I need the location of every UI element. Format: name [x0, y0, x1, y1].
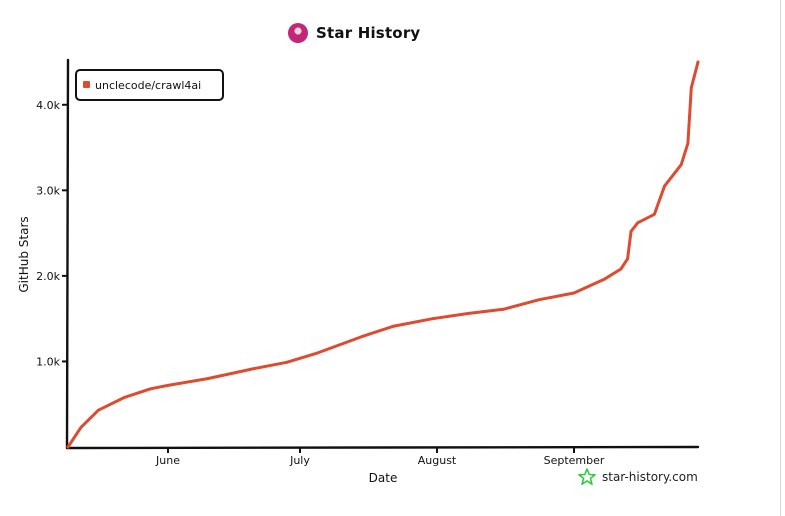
- author-avatar: [288, 23, 308, 43]
- chart-header: Star History: [288, 20, 420, 46]
- chart-legend[interactable]: unclecode/crawl4ai: [75, 69, 224, 101]
- x-tick-label: August: [418, 454, 457, 467]
- x-tick-label: June: [155, 454, 180, 467]
- series-point: [696, 60, 700, 64]
- chart-title: Star History: [316, 24, 421, 42]
- x-axis-ticks: June July August September: [155, 447, 605, 467]
- series-point: [679, 163, 683, 167]
- series-point: [663, 184, 666, 188]
- series-point: [619, 267, 623, 271]
- series-point: [466, 312, 470, 315]
- series-point: [149, 387, 153, 391]
- y-axis-label: GitHub Stars: [17, 216, 31, 292]
- series-line: [66, 60, 700, 449]
- brand-link[interactable]: star-history.com: [578, 468, 698, 486]
- series-point: [166, 384, 170, 387]
- y-tick-label: 2.0k: [36, 270, 60, 283]
- legend-label: unclecode/crawl4ai: [95, 79, 201, 92]
- series-point: [653, 212, 656, 216]
- series-point: [123, 396, 126, 399]
- series-point: [431, 317, 434, 321]
- series-point: [602, 277, 606, 281]
- y-axis-ticks: 1.0k 2.0k 3.0k 4.0k: [36, 99, 68, 368]
- series-point: [250, 367, 254, 371]
- series-point: [360, 335, 364, 338]
- legend-box: [75, 69, 224, 101]
- series-point: [636, 221, 640, 225]
- brand-label: star-history.com: [602, 470, 698, 484]
- y-tick-label: 1.0k: [36, 355, 60, 368]
- chart-axes: [65, 58, 700, 450]
- series-point: [501, 307, 505, 311]
- y-tick-label: 3.0k: [36, 184, 60, 197]
- series-layer: [66, 60, 700, 449]
- series-point: [572, 291, 576, 295]
- y-tick-label: 4.0k: [36, 99, 60, 112]
- x-tick-label: September: [544, 454, 605, 467]
- legend-swatch: [83, 81, 90, 88]
- star-outline-icon: [578, 468, 596, 485]
- series-point: [391, 325, 395, 328]
- series-point: [79, 425, 83, 429]
- x-axis-line: [65, 445, 700, 450]
- y-axis-line: [65, 58, 70, 450]
- series-point: [537, 298, 540, 302]
- series-point: [626, 257, 629, 261]
- series-point: [206, 377, 210, 380]
- frame-edge-divider: [780, 0, 781, 516]
- x-axis-label: Date: [369, 471, 398, 485]
- series-point: [97, 408, 100, 412]
- series-point: [689, 86, 693, 90]
- series-point: [66, 445, 70, 449]
- series-point: [285, 360, 289, 364]
- x-tick-label: July: [289, 454, 310, 467]
- series-point: [629, 230, 633, 233]
- series-point: [316, 351, 320, 355]
- series-point: [686, 141, 690, 145]
